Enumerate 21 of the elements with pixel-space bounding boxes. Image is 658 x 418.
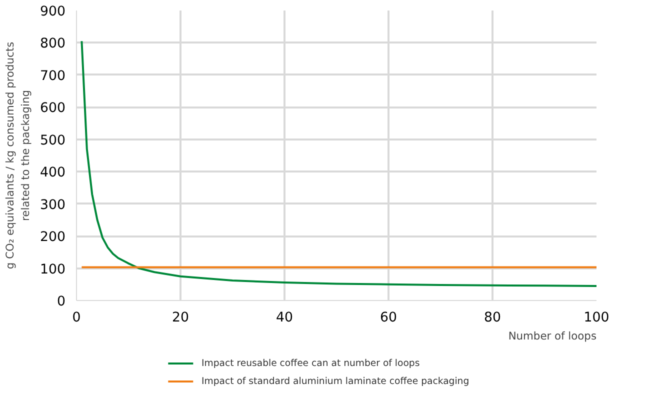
legend-label: Impact reusable coffee can at number of loops: [202, 358, 420, 369]
x-tick-label: 80: [484, 310, 501, 326]
y-tick-label: 0: [57, 294, 66, 310]
y-tick-label: 100: [40, 262, 66, 278]
y-tick-label: 700: [40, 68, 66, 84]
y-tick-label: 400: [40, 166, 66, 181]
x-tick-label: 60: [380, 310, 397, 326]
y-tick-label: 300: [40, 198, 66, 213]
x-tick-label: 20: [172, 310, 189, 326]
y-tick-label: 200: [40, 230, 66, 246]
line-series: [80, 40, 596, 287]
y-tick-label: 500: [40, 133, 66, 148]
x-tick-label: 40: [276, 310, 293, 326]
legend-label: Impact of standard aluminium laminate coffee packaging: [202, 376, 470, 387]
x-tick-label: 100: [584, 310, 610, 326]
y-tick-label: 600: [40, 101, 66, 116]
x-tick-label: 0: [72, 310, 81, 326]
y-tick-label: 900: [40, 4, 66, 20]
y-tick-label: 800: [40, 36, 66, 52]
x-axis-title: Number of loops: [508, 330, 597, 342]
y-axis-title: g CO₂ equivalants / kg consumed products related to the packaging: [3, 41, 32, 270]
